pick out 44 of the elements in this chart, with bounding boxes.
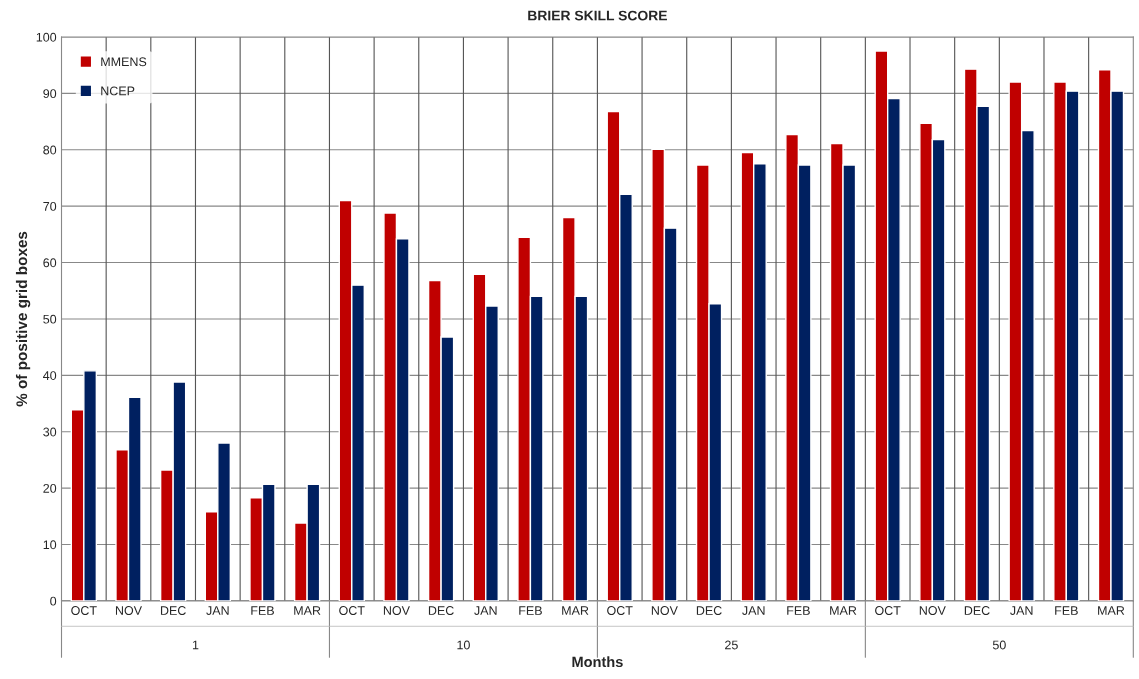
text: 10 (457, 640, 470, 650)
x-tick-label: NOV (383, 606, 410, 615)
y-tick-label: 40 (43, 371, 57, 380)
x-tick-label: JAN (206, 606, 229, 615)
x-tick-label: DEC (964, 606, 990, 615)
legend-label: NCEP (101, 86, 135, 96)
y-tick-label: 90 (43, 89, 57, 99)
y-tick-label: 80 (43, 145, 57, 155)
x-tick-label: FEB (1055, 606, 1078, 615)
x-tick-label: NOV (919, 606, 946, 615)
x-tick-label: FEB (251, 606, 274, 615)
x-tick-label: OCT (339, 606, 365, 615)
y-tick-label: 30 (43, 427, 57, 437)
x-tick-label: MAR (562, 606, 589, 615)
y-tick-label: 50 (43, 314, 57, 324)
x-tick-label: DEC (160, 606, 186, 615)
x-tick-label: OCT (875, 606, 901, 615)
legend-label: MMENS (101, 57, 147, 67)
chart-title: BRIER SKILL SCORE (528, 10, 667, 21)
y-tick-label: 60 (43, 258, 57, 268)
y-tick-label: 20 (43, 483, 57, 493)
x-axis-title: Months (572, 656, 623, 668)
y-tick-label: 0 (50, 596, 57, 606)
x-tick-label: NOV (651, 606, 678, 615)
x-tick-label: NOV (115, 606, 142, 615)
x-tick-label: MAR (830, 606, 857, 615)
x-tick-label: JAN (742, 606, 765, 615)
text: 25 (725, 640, 738, 650)
x-tick-label: MAR (1098, 606, 1125, 615)
x-tick-label: FEB (787, 606, 810, 615)
x-tick-label: JAN (1010, 606, 1033, 615)
y-tick-label: 70 (43, 201, 57, 211)
y-tick-label: 10 (43, 540, 57, 550)
x-tick-label: FEB (519, 606, 542, 615)
y-tick-label: 100 (36, 32, 57, 42)
x-tick-label: DEC (696, 606, 722, 615)
text: 50 (992, 640, 1006, 650)
x-tick-label: JAN (474, 606, 497, 615)
x-tick-label: DEC (428, 606, 454, 615)
x-tick-label: OCT (607, 606, 633, 615)
y-axis-title: % of positive grid boxes (15, 231, 31, 407)
text: 1 (192, 640, 199, 650)
x-tick-label: MAR (294, 606, 321, 615)
x-tick-label: OCT (71, 606, 97, 615)
